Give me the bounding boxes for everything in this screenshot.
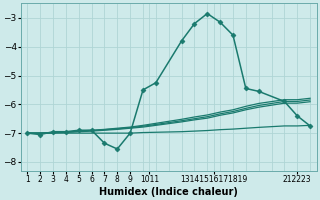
X-axis label: Humidex (Indice chaleur): Humidex (Indice chaleur) bbox=[99, 187, 238, 197]
